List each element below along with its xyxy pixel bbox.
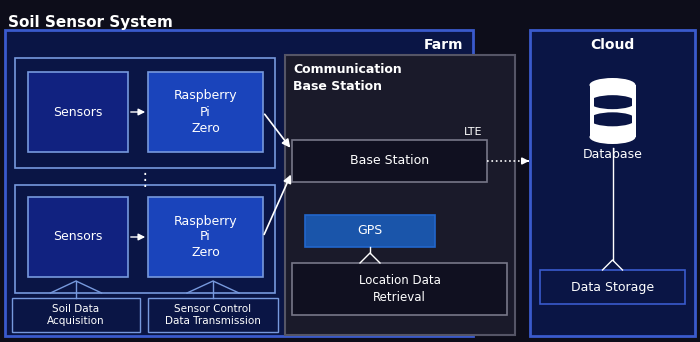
- Bar: [589, 95, 594, 109]
- Text: Location Data
Retrieval: Location Data Retrieval: [358, 274, 440, 304]
- Bar: [292, 263, 507, 315]
- Ellipse shape: [589, 130, 636, 144]
- Text: Soil Data
Acquisition: Soil Data Acquisition: [47, 304, 105, 326]
- Bar: [589, 85, 636, 137]
- Text: Soil Sensor System: Soil Sensor System: [8, 15, 173, 30]
- Bar: [631, 112, 636, 126]
- Text: GPS: GPS: [358, 224, 383, 237]
- Bar: [292, 140, 487, 182]
- Bar: [540, 270, 685, 304]
- Bar: [148, 72, 263, 152]
- Bar: [15, 58, 275, 168]
- Bar: [305, 215, 435, 247]
- Bar: [5, 30, 473, 336]
- Text: Cloud: Cloud: [590, 38, 635, 52]
- Ellipse shape: [589, 112, 636, 126]
- Text: Farm: Farm: [424, 38, 463, 52]
- Bar: [28, 197, 128, 277]
- Bar: [631, 95, 636, 109]
- Text: Raspberry
Pi
Zero: Raspberry Pi Zero: [174, 214, 237, 260]
- Bar: [148, 298, 278, 332]
- Bar: [28, 72, 128, 152]
- Text: Database: Database: [582, 148, 643, 161]
- Bar: [15, 185, 275, 293]
- Ellipse shape: [589, 95, 636, 109]
- Ellipse shape: [589, 78, 636, 92]
- Text: Raspberry
Pi
Zero: Raspberry Pi Zero: [174, 90, 237, 134]
- Text: Data Storage: Data Storage: [571, 280, 654, 293]
- Bar: [12, 298, 140, 332]
- Text: Sensor Control
Data Transmission: Sensor Control Data Transmission: [165, 304, 261, 326]
- Text: Sensors: Sensors: [53, 105, 103, 118]
- Text: Sensors: Sensors: [53, 231, 103, 244]
- Text: ⋮: ⋮: [136, 171, 153, 189]
- Bar: [589, 112, 594, 126]
- Text: LTE: LTE: [463, 127, 482, 137]
- Bar: [148, 197, 263, 277]
- Text: Base Station: Base Station: [350, 155, 429, 168]
- Bar: [285, 55, 515, 335]
- Bar: [530, 30, 695, 336]
- Text: Communication
Base Station: Communication Base Station: [293, 63, 402, 93]
